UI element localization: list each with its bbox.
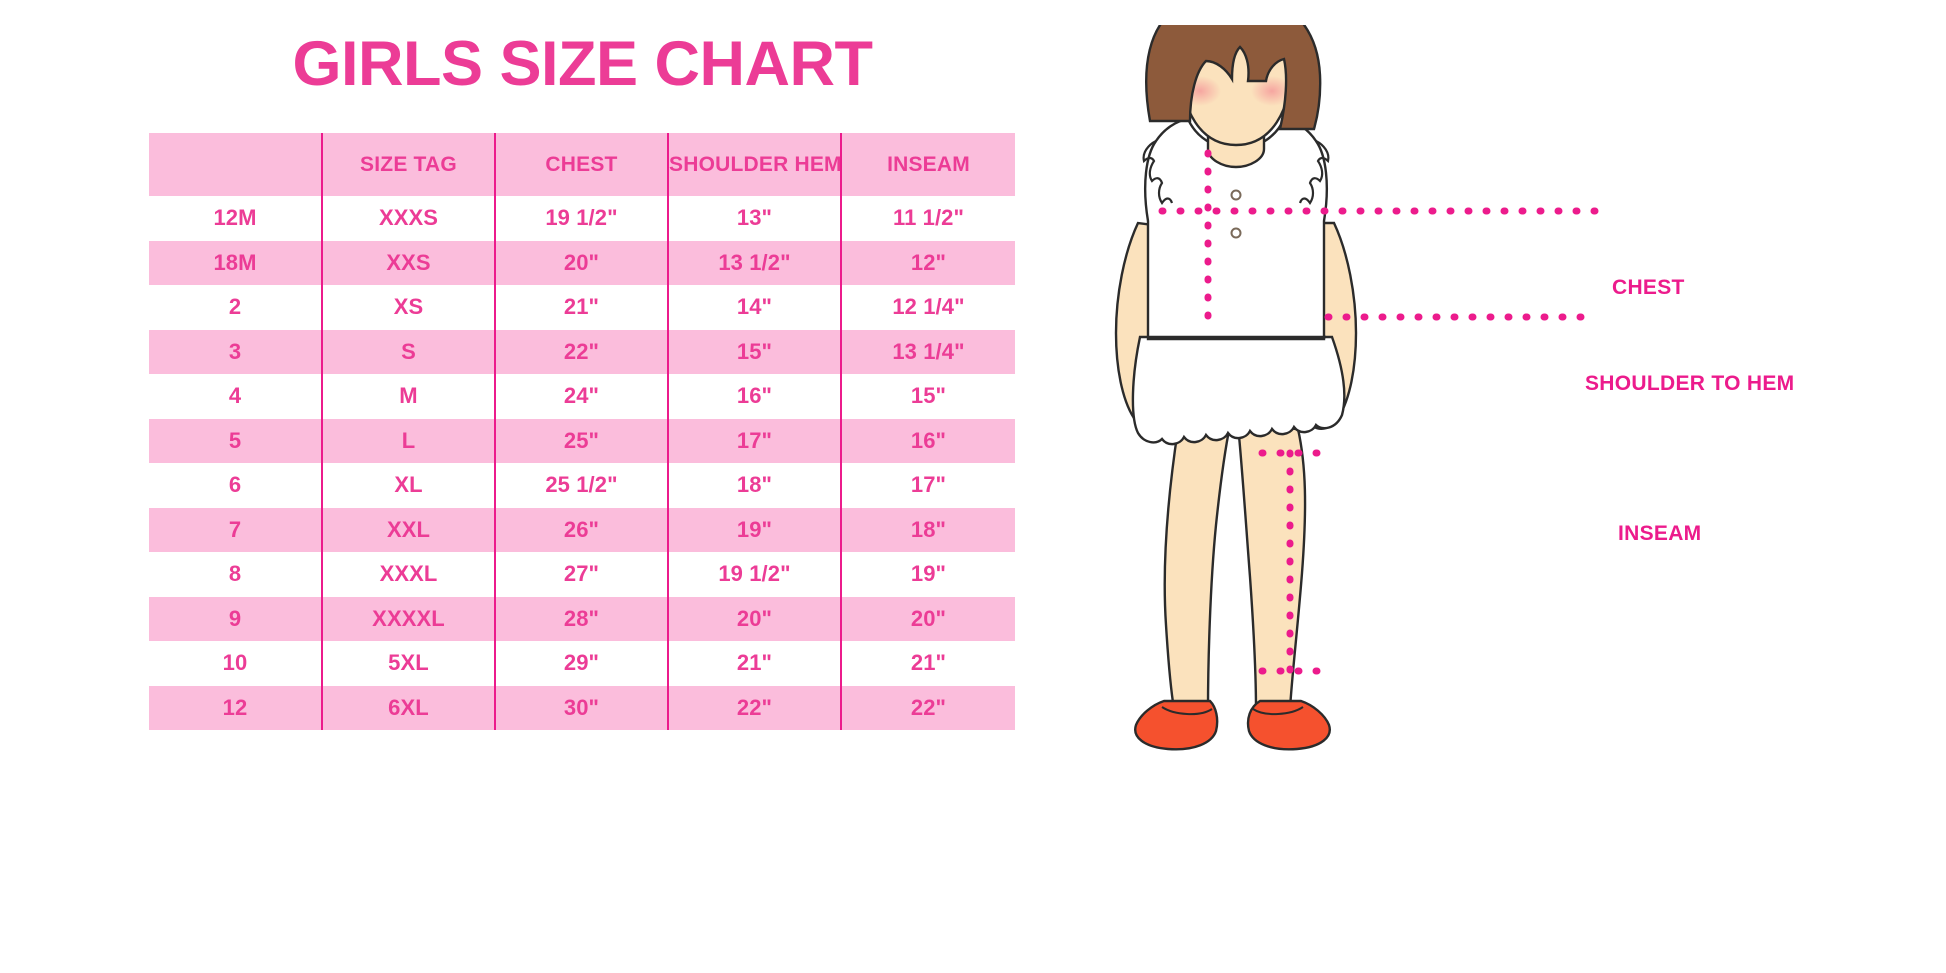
legs bbox=[1163, 423, 1307, 711]
cell-shoulder-hem: 15" bbox=[667, 329, 841, 374]
cell-size-tag: XXL bbox=[321, 507, 495, 552]
shoes bbox=[1134, 699, 1331, 751]
figure-body-group bbox=[1114, 25, 1614, 751]
cell-inseam: 16" bbox=[840, 418, 1015, 463]
table-row: 12 6XL 30" 22" 22" bbox=[149, 685, 1015, 730]
cell-chest: 19 1/2" bbox=[494, 196, 668, 241]
cell-size-tag: XXS bbox=[321, 240, 495, 285]
table-row: 3 S 22" 15" 13 1/4" bbox=[149, 329, 1015, 374]
table-row: 9 XXXXL 28" 20" 20" bbox=[149, 596, 1015, 641]
table-row: 12M XXXS 19 1/2" 13" 11 1/2" bbox=[149, 196, 1015, 241]
cell-size-tag: XXXXL bbox=[321, 596, 495, 641]
cell-chest: 26" bbox=[494, 507, 668, 552]
column-header-size bbox=[149, 133, 322, 196]
cell-shoulder-hem: 22" bbox=[667, 685, 841, 730]
cell-shoulder-hem: 17" bbox=[667, 418, 841, 463]
cell-chest: 28" bbox=[494, 596, 668, 641]
table-row: 4 M 24" 16" 15" bbox=[149, 374, 1015, 419]
figure-label-shoulder-to-hem: SHOULDER TO HEM bbox=[1585, 372, 1795, 395]
cell-size: 3 bbox=[149, 329, 322, 374]
column-header-inseam: INSEAM bbox=[840, 133, 1015, 196]
cell-inseam: 15" bbox=[840, 374, 1015, 419]
column-header-chest: CHEST bbox=[494, 133, 668, 196]
figure-label-chest: CHEST bbox=[1612, 276, 1685, 299]
cell-inseam: 22" bbox=[840, 685, 1015, 730]
cell-inseam: 13 1/4" bbox=[840, 329, 1015, 374]
table-body: 12M XXXS 19 1/2" 13" 11 1/2" 18M XXS 20" 13 1/2"… bbox=[149, 196, 1015, 730]
cell-shoulder-hem: 13" bbox=[667, 196, 841, 241]
cell-size-tag: XXXL bbox=[321, 552, 495, 597]
cell-size-tag: 6XL bbox=[321, 685, 495, 730]
cell-size-tag: 5XL bbox=[321, 641, 495, 686]
cell-size-tag: XXXS bbox=[321, 196, 495, 241]
cell-size-tag: XS bbox=[321, 285, 495, 330]
table-header-row: SIZE TAG CHEST SHOULDER HEM INSEAM bbox=[149, 133, 1015, 196]
cell-size: 7 bbox=[149, 507, 322, 552]
cell-inseam: 21" bbox=[840, 641, 1015, 686]
cell-chest: 30" bbox=[494, 685, 668, 730]
cell-chest: 27" bbox=[494, 552, 668, 597]
column-header-size-tag: SIZE TAG bbox=[321, 133, 495, 196]
cell-size: 12 bbox=[149, 685, 322, 730]
cell-shoulder-hem: 21" bbox=[667, 641, 841, 686]
cell-inseam: 12" bbox=[840, 240, 1015, 285]
cell-chest: 24" bbox=[494, 374, 668, 419]
table-row: 8 XXXL 27" 19 1/2" 19" bbox=[149, 552, 1015, 597]
cell-shoulder-hem: 18" bbox=[667, 463, 841, 508]
cell-chest: 29" bbox=[494, 641, 668, 686]
cell-size: 6 bbox=[149, 463, 322, 508]
cell-size: 2 bbox=[149, 285, 322, 330]
cell-inseam: 19" bbox=[840, 552, 1015, 597]
size-chart-table: SIZE TAG CHEST SHOULDER HEM INSEAM 12M XX… bbox=[149, 133, 1015, 730]
table-row: 5 L 25" 17" 16" bbox=[149, 418, 1015, 463]
top-garment bbox=[1142, 117, 1330, 341]
table-row: 7 XXL 26" 19" 18" bbox=[149, 507, 1015, 552]
cell-chest: 20" bbox=[494, 240, 668, 285]
cell-inseam: 18" bbox=[840, 507, 1015, 552]
measurement-guides bbox=[1158, 149, 1614, 675]
cell-inseam: 11 1/2" bbox=[840, 196, 1015, 241]
cell-shoulder-hem: 16" bbox=[667, 374, 841, 419]
cell-shoulder-hem: 13 1/2" bbox=[667, 240, 841, 285]
cell-size-tag: M bbox=[321, 374, 495, 419]
table-row: 2 XS 21" 14" 12 1/4" bbox=[149, 285, 1015, 330]
cell-size: 5 bbox=[149, 418, 322, 463]
table-row: 18M XXS 20" 13 1/2" 12" bbox=[149, 240, 1015, 285]
cell-shoulder-hem: 19" bbox=[667, 507, 841, 552]
cell-size-tag: L bbox=[321, 418, 495, 463]
cell-size: 12M bbox=[149, 196, 322, 241]
cell-chest: 21" bbox=[494, 285, 668, 330]
cell-inseam: 12 1/4" bbox=[840, 285, 1015, 330]
table-row: 10 5XL 29" 21" 21" bbox=[149, 641, 1015, 686]
girl-illustration bbox=[1090, 25, 1946, 765]
cell-shoulder-hem: 19 1/2" bbox=[667, 552, 841, 597]
cell-size: 18M bbox=[149, 240, 322, 285]
cell-chest: 25" bbox=[494, 418, 668, 463]
column-header-shoulder-hem: SHOULDER HEM bbox=[667, 133, 842, 196]
figure-label-inseam: INSEAM bbox=[1618, 522, 1702, 545]
cell-size: 8 bbox=[149, 552, 322, 597]
skirt bbox=[1131, 335, 1346, 446]
table-header: SIZE TAG CHEST SHOULDER HEM INSEAM bbox=[149, 133, 1015, 196]
cell-size-tag: S bbox=[321, 329, 495, 374]
cell-inseam: 20" bbox=[840, 596, 1015, 641]
cell-shoulder-hem: 20" bbox=[667, 596, 841, 641]
cell-size: 9 bbox=[149, 596, 322, 641]
cell-chest: 25 1/2" bbox=[494, 463, 668, 508]
page-title: GIRLS SIZE CHART bbox=[292, 29, 873, 99]
cell-size: 10 bbox=[149, 641, 322, 686]
cell-size: 4 bbox=[149, 374, 322, 419]
head bbox=[1145, 25, 1322, 169]
cell-size-tag: XL bbox=[321, 463, 495, 508]
table-row: 6 XL 25 1/2" 18" 17" bbox=[149, 463, 1015, 508]
cell-chest: 22" bbox=[494, 329, 668, 374]
cell-inseam: 17" bbox=[840, 463, 1015, 508]
cell-shoulder-hem: 14" bbox=[667, 285, 841, 330]
size-chart-table-wrapper: SIZE TAG CHEST SHOULDER HEM INSEAM 12M XX… bbox=[149, 133, 1015, 730]
